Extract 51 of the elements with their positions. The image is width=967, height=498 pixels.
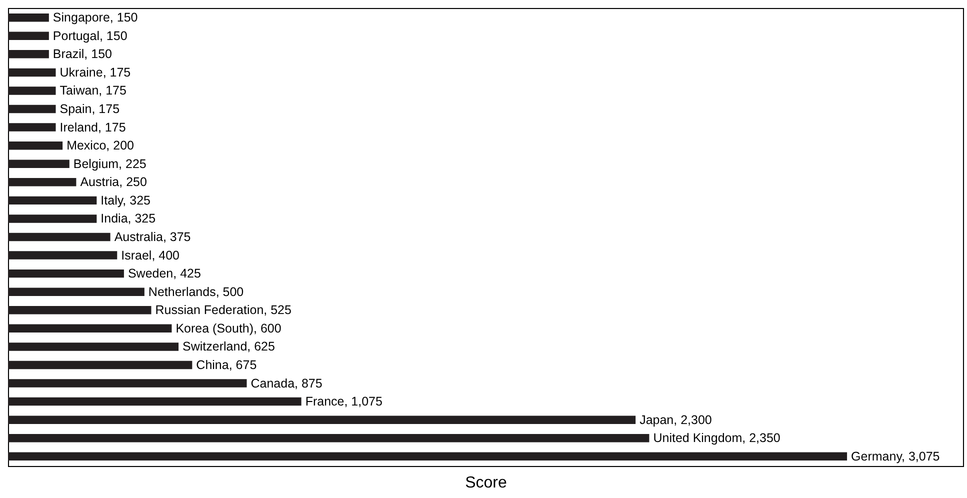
data-label: Germany, 3,075 <box>851 449 940 464</box>
data-label: Belgium, 225 <box>73 156 146 171</box>
bar <box>8 104 56 114</box>
bar <box>8 178 76 186</box>
bar <box>8 288 144 296</box>
bar <box>8 269 124 278</box>
bar <box>8 160 70 168</box>
data-label: Ukraine, 175 <box>60 65 131 80</box>
data-label: Canada, 875 <box>250 376 322 390</box>
data-label: Italy, 325 <box>100 193 151 208</box>
data-label: India, 325 <box>100 212 156 226</box>
data-label: Portugal, 150 <box>52 28 128 43</box>
data-label: Brazil, 150 <box>52 47 112 62</box>
bar <box>8 397 302 406</box>
bar <box>8 232 110 242</box>
bar <box>8 123 56 132</box>
x-axis-title: Score <box>465 474 507 492</box>
data-label: Israel, 400 <box>121 248 180 262</box>
bar <box>8 141 63 150</box>
data-label: Japan, 2,300 <box>640 412 712 427</box>
bar <box>8 324 172 333</box>
data-label: United Kingdom, 2,350 <box>653 431 780 446</box>
data-label: Mexico, 200 <box>66 138 134 153</box>
bar <box>8 306 152 314</box>
data-label: China, 675 <box>196 358 257 372</box>
bar <box>8 86 56 95</box>
data-label: Korea (South), 600 <box>176 321 282 336</box>
data-label: Australia, 375 <box>114 230 191 244</box>
data-label: Taiwan, 175 <box>60 84 127 98</box>
data-label: Russian Federation, 525 <box>155 303 292 318</box>
bar <box>8 196 97 205</box>
bar <box>8 452 848 461</box>
bar <box>8 342 179 351</box>
bar <box>8 50 49 58</box>
data-label: Sweden, 425 <box>128 266 201 281</box>
data-label: Spain, 175 <box>60 102 120 116</box>
data-label: France, 1,075 <box>305 394 382 409</box>
bar <box>8 13 49 22</box>
bar <box>8 251 118 260</box>
data-label: Switzerland, 625 <box>182 340 275 354</box>
data-label: Ireland, 175 <box>60 120 126 134</box>
data-label: Austria, 250 <box>80 175 147 190</box>
data-label: Singapore, 150 <box>52 10 138 25</box>
bar <box>8 214 97 223</box>
data-label: Netherlands, 500 <box>148 284 244 299</box>
bar <box>8 379 247 388</box>
bar <box>8 416 636 424</box>
bar <box>8 360 192 370</box>
bar <box>8 68 56 77</box>
bar <box>8 32 49 40</box>
bar <box>8 434 650 442</box>
